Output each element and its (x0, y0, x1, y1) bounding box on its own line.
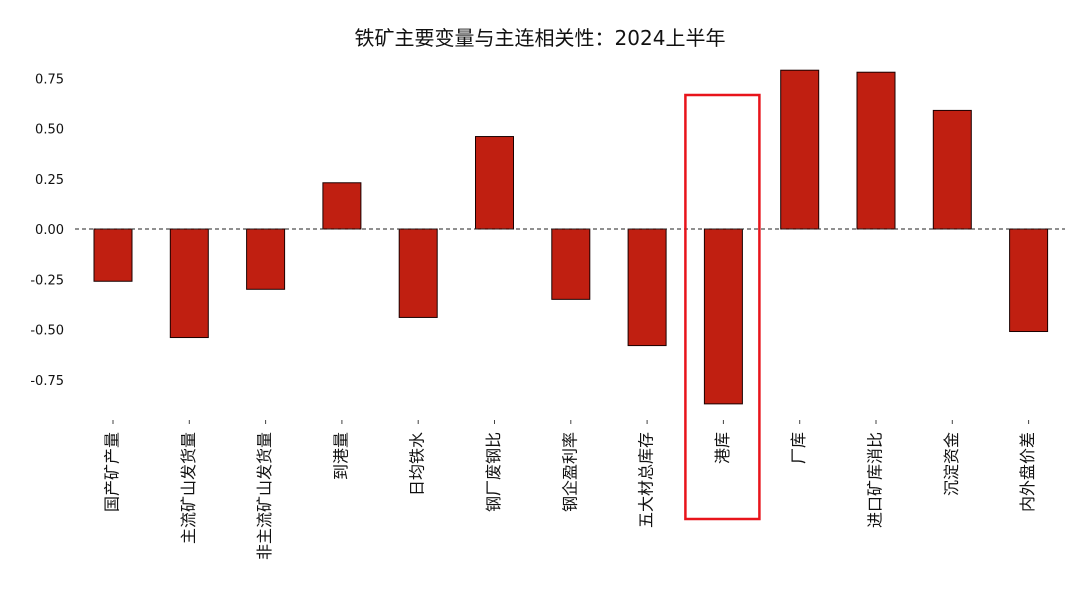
x-tick-label: 进口矿库消比 (866, 432, 885, 528)
x-tick-label: 内外盘价差 (1018, 432, 1037, 512)
bar-钢厂废钢比 (475, 136, 514, 230)
bar-日均铁水 (398, 228, 438, 318)
bar-到港量 (322, 182, 362, 230)
bar-五大材总库存 (627, 228, 667, 347)
x-tick-label: 钢厂废钢比 (484, 432, 503, 512)
bar-主流矿山发货量 (169, 228, 209, 339)
x-tick-label: 沉淀资金 (942, 432, 961, 496)
x-tick-label: 非主流矿山发货量 (255, 432, 274, 560)
bar-内外盘价差 (1009, 228, 1049, 333)
y-tick-label: 0.00 (35, 223, 64, 238)
chart-title: 铁矿主要变量与主连相关性：2024上半年 (354, 26, 726, 50)
bar-国产矿产量 (93, 228, 133, 282)
bar-厂库 (780, 69, 820, 230)
x-tick-label: 厂库 (789, 432, 808, 464)
y-tick-label: -0.25 (30, 273, 64, 288)
y-tick-label: -0.75 (30, 374, 64, 389)
highlight-box (684, 93, 761, 521)
y-tick-label: -0.50 (30, 324, 64, 339)
x-tick-label: 到港量 (331, 432, 350, 480)
y-tick-label: 0.75 (35, 72, 64, 87)
bar-钢企盈利率 (551, 228, 591, 300)
x-tick-label: 日均铁水 (408, 432, 427, 496)
bar-进口矿库消比 (856, 71, 896, 230)
x-tick-label: 主流矿山发货量 (179, 432, 198, 544)
bar-港库 (703, 228, 743, 405)
x-tick-label: 钢企盈利率 (560, 432, 579, 512)
x-tick-label: 港库 (713, 432, 732, 464)
bar-非主流矿山发货量 (246, 228, 286, 290)
y-tick-label: 0.25 (35, 173, 64, 188)
y-tick-label: 0.50 (35, 123, 64, 138)
x-tick-label: 国产矿产量 (103, 432, 122, 512)
x-tick-label: 五大材总库存 (637, 432, 656, 528)
bar-沉淀资金 (932, 109, 972, 230)
